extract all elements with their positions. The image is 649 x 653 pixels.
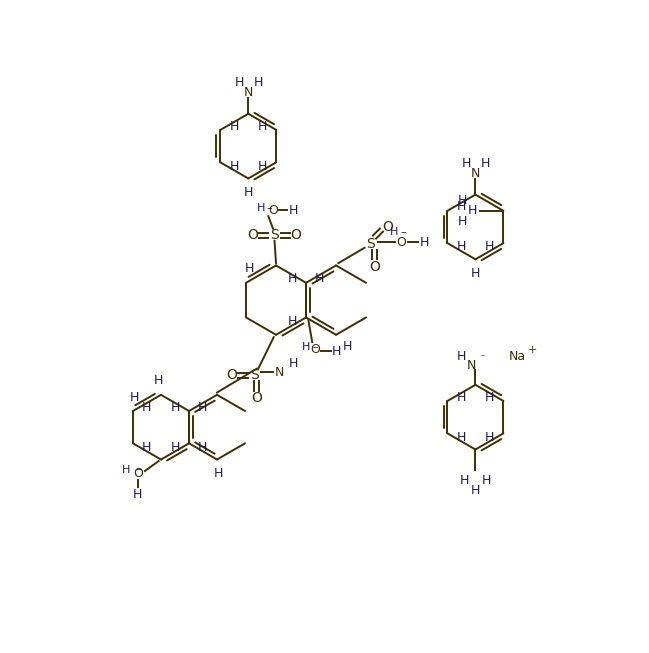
Text: H: H (457, 240, 466, 253)
Text: H: H (457, 390, 466, 404)
Text: H: H (142, 441, 151, 454)
Text: H: H (471, 266, 480, 279)
Text: H: H (133, 488, 143, 502)
Text: H: H (245, 263, 254, 276)
Text: H: H (485, 431, 495, 443)
Text: H: H (481, 157, 490, 170)
Text: O: O (369, 260, 380, 274)
Text: H: H (460, 474, 469, 486)
Text: H: H (288, 315, 297, 328)
Text: O: O (310, 343, 320, 357)
Text: H: H (471, 484, 480, 497)
Text: H: H (198, 441, 208, 454)
Text: O: O (251, 391, 262, 405)
Text: O: O (226, 368, 237, 382)
Text: H: H (258, 119, 267, 133)
Text: S: S (250, 368, 259, 382)
Text: H: H (457, 431, 466, 443)
Text: H: H (332, 345, 341, 358)
Text: H: H (230, 159, 239, 172)
Text: H: H (458, 193, 467, 206)
Text: H: H (343, 340, 352, 353)
Text: H: H (468, 204, 478, 217)
Text: N: N (471, 167, 480, 180)
Text: H: H (198, 401, 208, 413)
Text: H: H (482, 474, 491, 486)
Text: O: O (397, 236, 406, 249)
Text: H: H (458, 215, 467, 228)
Text: –: – (312, 342, 318, 353)
Text: N: N (243, 86, 253, 99)
Text: –: – (266, 202, 272, 213)
Text: H: H (254, 76, 263, 89)
Text: O: O (247, 228, 258, 242)
Text: H: H (258, 159, 267, 172)
Text: H: H (457, 200, 466, 214)
Text: H: H (234, 76, 244, 89)
Text: H: H (122, 464, 130, 475)
Text: H: H (302, 342, 310, 353)
Text: H: H (485, 390, 495, 404)
Text: H: H (315, 272, 324, 285)
Text: H: H (288, 272, 297, 285)
Text: H: H (256, 202, 265, 213)
Text: ⁻: ⁻ (480, 354, 485, 364)
Text: H: H (289, 204, 299, 217)
Text: O: O (291, 228, 302, 242)
Text: H: H (485, 240, 495, 253)
Text: Na: Na (509, 350, 526, 363)
Text: +: + (528, 345, 537, 355)
Text: S: S (270, 228, 279, 242)
Text: N: N (467, 359, 476, 372)
Text: H: H (171, 441, 180, 454)
Text: N: N (275, 366, 284, 379)
Text: H: H (130, 390, 140, 404)
Text: H: H (288, 357, 298, 370)
Text: H: H (154, 374, 164, 387)
Text: O: O (382, 220, 393, 234)
Text: H: H (457, 350, 466, 363)
Text: S: S (366, 237, 375, 251)
Text: O: O (268, 204, 278, 217)
Text: O: O (133, 467, 143, 480)
Text: H: H (461, 157, 471, 170)
Text: H: H (420, 236, 429, 249)
Text: H: H (243, 186, 253, 199)
Text: –: – (135, 464, 141, 475)
Text: H: H (389, 227, 398, 237)
Text: H: H (171, 401, 180, 413)
Text: –: – (400, 227, 406, 237)
Text: H: H (230, 119, 239, 133)
Text: H: H (142, 401, 151, 413)
Text: H: H (214, 467, 223, 480)
